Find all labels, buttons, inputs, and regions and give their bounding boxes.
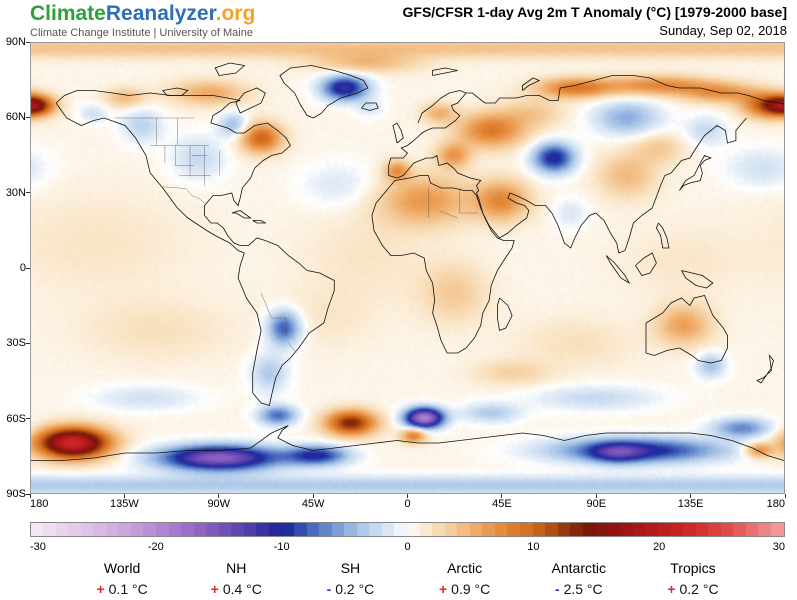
logo-reanalyzer: Reanalyzer [105, 2, 216, 25]
stat-value: +0.9 °C [408, 581, 522, 597]
lat-tick-label: 30S [6, 337, 26, 350]
logo-org: .org [215, 2, 256, 25]
lon-tick-mark [312, 494, 314, 498]
lon-tick-label: 45W [301, 498, 325, 510]
lon-tick-mark [407, 494, 408, 498]
lon-tick-mark [29, 494, 31, 498]
title-block: GFS/CFSR 1-day Avg 2m T Anomaly (°C) [19… [403, 4, 788, 38]
lat-tick-mark [26, 342, 30, 344]
anomaly-map [30, 42, 785, 494]
stat-number: 0.2 °C [335, 581, 375, 597]
stat-label: NH [226, 560, 247, 576]
lat-tick-mark [26, 418, 30, 420]
stat-sign: - [326, 581, 332, 597]
colorbar-tick-label: -10 [273, 541, 290, 553]
colorbar-tick-label: 20 [653, 541, 666, 553]
stat-number: 0.9 °C [451, 581, 491, 597]
stat-number: 0.1 °C [108, 581, 148, 597]
header: ClimateReanalyzer.org Climate Change Ins… [0, 0, 797, 40]
stat-value: -0.2 °C [293, 581, 407, 597]
stat-sh: SH -0.2 °C [293, 560, 407, 597]
stat-antarctic: Antarctic -2.5 °C [522, 560, 636, 597]
lon-tick-label: 45E [492, 498, 512, 510]
stat-value: -2.5 °C [522, 581, 636, 597]
stat-label: Tropics [670, 560, 716, 576]
logo-subtitle: Climate Change Institute | University of… [30, 27, 253, 39]
stat-label: SH [340, 560, 361, 576]
colorbar-tick-label: 30 [772, 541, 785, 553]
stat-label: Antarctic [551, 560, 606, 576]
colorbar-canvas [31, 523, 784, 536]
stat-sign: + [667, 581, 676, 597]
stat-arctic: Arctic +0.9 °C [408, 560, 522, 597]
lat-tick-mark [26, 116, 30, 118]
lon-tick-label: 180 [766, 498, 785, 510]
lon-tick-label: 90E [586, 498, 607, 510]
stat-tropics: Tropics +0.2 °C [636, 560, 750, 597]
lat-tick-mark [26, 192, 30, 194]
coastline-overlay [31, 62, 784, 461]
lon-tick-mark [218, 494, 220, 498]
lon-tick-mark [690, 494, 692, 498]
stat-sign: + [96, 581, 105, 597]
stat-world: World +0.1 °C [65, 560, 179, 597]
colorbar-tick-label: -20 [147, 541, 164, 553]
logo-text: ClimateReanalyzer.org [30, 2, 255, 26]
stat-sign: + [438, 581, 448, 597]
colorbar-tick-label: 10 [527, 541, 540, 553]
stat-value: +0.4 °C [179, 581, 293, 597]
lon-tick-mark [784, 494, 786, 498]
lat-tick-label: 60N [5, 111, 26, 124]
stat-value: +0.1 °C [65, 581, 179, 597]
stat-label: World [103, 560, 141, 576]
lon-tick-label: 135W [110, 498, 139, 510]
lon-tick-label: 90W [207, 498, 231, 510]
lat-tick-label: 0 [19, 262, 26, 274]
stat-sign: - [554, 581, 560, 597]
stat-number: 2.5 °C [563, 581, 603, 597]
regional-stats-row: World +0.1 °C NH +0.4 °C SH -0.2 °C Arctic +0.9… [65, 560, 750, 597]
colorbar [30, 522, 785, 537]
site-logo[interactable]: ClimateReanalyzer.org Climate Change Ins… [30, 2, 255, 39]
stat-number: 0.2 °C [679, 581, 719, 597]
lat-tick-mark [26, 41, 30, 43]
map-title: GFS/CFSR 1-day Avg 2m T Anomaly (°C) [19… [402, 4, 788, 20]
stat-value: +0.2 °C [636, 581, 750, 597]
logo-climate: Climate [30, 2, 106, 25]
lat-tick-label: 90N [5, 36, 26, 48]
lat-tick-mark [26, 493, 30, 495]
lon-tick-label: 180 [30, 498, 49, 510]
lon-tick-mark [595, 494, 597, 498]
lat-tick-label: 30N [5, 186, 26, 199]
lon-tick-mark [123, 494, 125, 498]
lat-tick-label: 60S [6, 412, 26, 425]
stat-nh: NH +0.4 °C [179, 560, 293, 597]
lon-tick-mark [501, 494, 503, 498]
lon-tick-label: 0 [404, 498, 411, 510]
stat-label: Arctic [447, 560, 483, 576]
stat-sign: + [210, 581, 219, 597]
lon-tick-label: 135E [677, 498, 704, 510]
lat-tick-label: 90S [6, 488, 26, 500]
colorbar-tick-label: -30 [30, 541, 46, 553]
colorbar-tick-label: 0 [404, 541, 411, 553]
stat-number: 0.4 °C [222, 581, 262, 597]
map-date: Sunday, Sep 02, 2018 [659, 23, 787, 38]
lat-tick-mark [26, 267, 30, 269]
